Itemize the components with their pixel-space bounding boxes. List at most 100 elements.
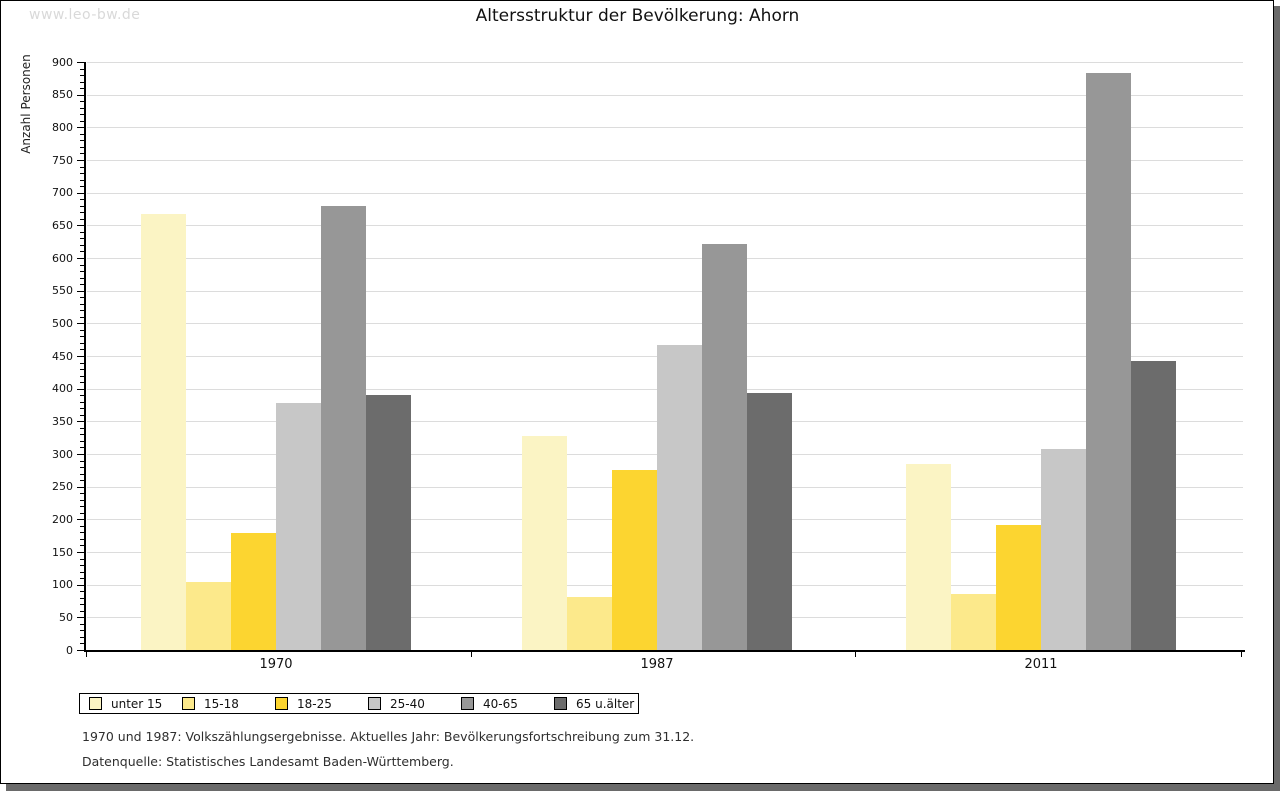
x-tick-label-2011: 2011 — [1024, 657, 1058, 672]
y-minor-tick-340 — [80, 427, 84, 429]
y-tick-label-350: 350 — [52, 414, 73, 428]
y-minor-tick-80 — [80, 597, 84, 599]
bar-1987-65 u.älter — [747, 393, 792, 650]
gridline-650 — [87, 225, 1243, 227]
legend-swatch-15-18 — [182, 697, 195, 710]
drop-shadow-bottom — [6, 784, 1280, 791]
y-minor-tick-740 — [80, 166, 84, 168]
y-minor-tick-890 — [80, 68, 84, 70]
legend-label-18-25: 18-25 — [297, 696, 332, 711]
bar-1987-40-65 — [702, 244, 747, 650]
x-tick-label-1970: 1970 — [259, 657, 293, 672]
y-minor-tick-180 — [80, 532, 84, 534]
y-minor-tick-610 — [80, 251, 84, 253]
y-major-tick-700 — [77, 192, 84, 194]
chart-title: Altersstruktur der Bevölkerung: Ahorn — [475, 6, 800, 26]
y-major-tick-250 — [77, 486, 84, 488]
y-minor-tick-310 — [80, 447, 84, 449]
y-minor-tick-270 — [80, 473, 84, 475]
legend-swatch-40-65 — [461, 697, 474, 710]
y-major-tick-500 — [77, 323, 84, 325]
y-minor-tick-440 — [80, 362, 84, 364]
legend-item-unter 15: unter 15 — [89, 697, 182, 711]
y-major-tick-50 — [77, 617, 84, 619]
y-major-tick-650 — [77, 225, 84, 227]
y-minor-tick-40 — [80, 623, 84, 625]
y-minor-tick-320 — [80, 440, 84, 442]
y-minor-tick-660 — [80, 218, 84, 220]
y-major-tick-150 — [77, 552, 84, 553]
y-minor-tick-830 — [80, 107, 84, 109]
y-tick-label-0: 0 — [66, 643, 73, 657]
y-major-tick-800 — [77, 127, 84, 129]
y-minor-tick-240 — [80, 493, 84, 495]
gridline-850 — [87, 94, 1243, 96]
legend-label-25-40: 25-40 — [390, 696, 425, 711]
y-minor-tick-640 — [80, 231, 84, 233]
y-minor-tick-780 — [80, 140, 84, 142]
y-minor-tick-380 — [80, 401, 84, 403]
y-axis-label: Anzahl Personen — [19, 54, 33, 154]
y-minor-tick-730 — [80, 173, 84, 175]
y-minor-tick-670 — [80, 212, 84, 214]
gridline-800 — [87, 127, 1243, 129]
y-minor-tick-790 — [80, 133, 84, 135]
bar-1970-unter 15 — [141, 214, 186, 650]
y-minor-tick-810 — [80, 120, 84, 122]
y-minor-tick-480 — [80, 336, 84, 338]
gridline-900 — [87, 62, 1243, 63]
y-minor-tick-490 — [80, 329, 84, 331]
y-axis-line — [84, 62, 86, 652]
y-tick-label-150: 150 — [52, 545, 73, 559]
y-minor-tick-680 — [80, 205, 84, 207]
y-tick-label-200: 200 — [52, 512, 73, 526]
gridline-550 — [87, 290, 1243, 292]
y-minor-tick-570 — [80, 277, 84, 279]
bar-1970-65 u.älter — [366, 395, 411, 650]
y-major-tick-600 — [77, 258, 84, 259]
y-minor-tick-230 — [80, 499, 84, 501]
y-minor-tick-880 — [80, 75, 84, 77]
footnote-sources: 1970 und 1987: Volkszählungsergebnisse. … — [82, 729, 695, 744]
y-minor-tick-620 — [80, 244, 84, 246]
y-minor-tick-330 — [80, 434, 84, 436]
y-tick-label-900: 900 — [52, 55, 73, 69]
watermark: www.leo-bw.de — [29, 7, 141, 23]
y-major-tick-750 — [77, 160, 84, 161]
x-tick-2 — [855, 652, 856, 657]
y-tick-label-650: 650 — [52, 218, 73, 232]
y-minor-tick-130 — [80, 565, 84, 567]
y-major-tick-300 — [77, 454, 84, 455]
y-minor-tick-720 — [80, 179, 84, 181]
y-minor-tick-540 — [80, 297, 84, 299]
y-minor-tick-460 — [80, 349, 84, 351]
x-tick-label-1987: 1987 — [640, 657, 674, 672]
bar-1970-25-40 — [276, 403, 321, 650]
y-minor-tick-90 — [80, 591, 84, 593]
legend: unter 15 15-18 18-25 25-40 40-65 65 u.älter — [79, 693, 639, 714]
y-major-tick-100 — [77, 584, 84, 586]
y-minor-tick-560 — [80, 284, 84, 286]
bar-1987-18-25 — [612, 470, 657, 650]
y-major-tick-400 — [77, 388, 84, 390]
y-minor-tick-220 — [80, 506, 84, 508]
gridline-700 — [87, 192, 1243, 194]
bar-1987-15-18 — [567, 597, 612, 650]
y-minor-tick-410 — [80, 382, 84, 384]
legend-item-15-18: 15-18 — [182, 697, 275, 711]
y-minor-tick-20 — [80, 636, 84, 638]
bar-1970-40-65 — [321, 206, 366, 650]
y-minor-tick-820 — [80, 114, 84, 116]
bar-2011-65 u.älter — [1131, 361, 1176, 650]
y-minor-tick-390 — [80, 395, 84, 397]
bar-2011-40-65 — [1086, 73, 1131, 650]
y-tick-label-850: 850 — [52, 88, 73, 102]
x-tick-1 — [471, 652, 472, 657]
bar-1970-15-18 — [186, 582, 231, 650]
y-minor-tick-30 — [80, 630, 84, 632]
y-minor-tick-580 — [80, 271, 84, 273]
y-tick-label-550: 550 — [52, 284, 73, 298]
y-major-tick-200 — [77, 519, 84, 521]
